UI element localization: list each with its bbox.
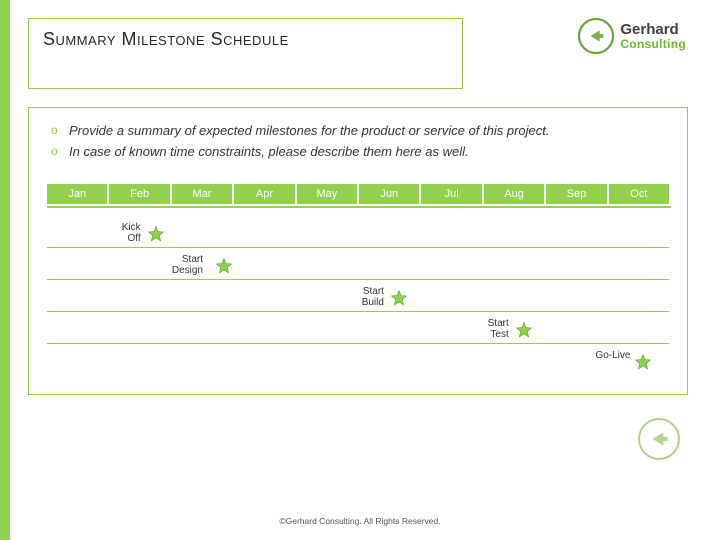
milestone-label: StartBuild — [47, 286, 384, 308]
month-cell: Sep — [546, 184, 606, 204]
logo-text: Gerhard Consulting — [620, 22, 686, 50]
month-cell: Aug — [484, 184, 544, 204]
watermark-logo-icon — [638, 418, 680, 460]
logo-line1: Gerhard — [620, 22, 686, 38]
month-cell: Apr — [234, 184, 294, 204]
milestone-row: StartDesign — [47, 252, 669, 280]
milestone-row: KickOff — [47, 220, 669, 248]
bullet-item: Provide a summary of expected milestones… — [47, 122, 669, 141]
slide-container: Summary Milestone Schedule Gerhard Consu… — [0, 0, 720, 540]
milestone-row: StartTest — [47, 316, 669, 344]
months-row: JanFebMarAprMayJunJulAugSepOct — [47, 184, 669, 204]
logo-arrow-icon — [578, 18, 614, 54]
footer-copyright: ©Gerhard Consulting. All Rights Reserved… — [0, 516, 720, 526]
month-cell: May — [297, 184, 357, 204]
milestone-label: StartDesign — [47, 254, 203, 276]
month-cell: Jan — [47, 184, 107, 204]
milestone-star-icon — [147, 225, 165, 243]
month-cell: Feb — [109, 184, 169, 204]
milestone-star-icon — [634, 353, 652, 371]
milestone-label: Go-Live — [47, 350, 630, 361]
brand-logo: Gerhard Consulting — [578, 18, 686, 54]
milestone-star-icon — [215, 257, 233, 275]
content-box: Provide a summary of expected milestones… — [28, 107, 688, 395]
milestone-row: StartBuild — [47, 284, 669, 312]
milestone-star-icon — [515, 321, 533, 339]
milestone-star-icon — [390, 289, 408, 307]
bullet-item: In case of known time constraints, pleas… — [47, 143, 669, 162]
milestone-label: KickOff — [47, 222, 141, 244]
month-cell: Jul — [421, 184, 481, 204]
bullet-list: Provide a summary of expected milestones… — [47, 122, 669, 162]
milestone-label: StartTest — [47, 318, 509, 340]
logo-line2: Consulting — [620, 38, 686, 51]
month-cell: Mar — [172, 184, 232, 204]
month-cell: Oct — [609, 184, 669, 204]
month-cell: Jun — [359, 184, 419, 204]
milestone-row: Go-Live — [47, 348, 669, 376]
milestones-area: KickOff StartDesign StartBuild StartTest Go-… — [47, 216, 669, 376]
title-box: Summary Milestone Schedule — [28, 18, 463, 89]
page-title: Summary Milestone Schedule — [43, 29, 448, 50]
left-accent-bar — [0, 0, 10, 540]
